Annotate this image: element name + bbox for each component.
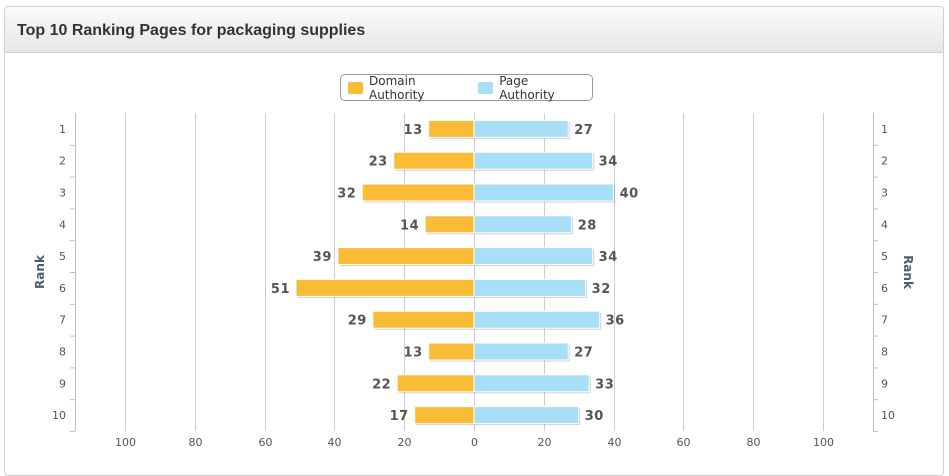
bar-page-authority — [473, 342, 569, 361]
bar-page-authority — [473, 119, 569, 138]
y-tick-label-left: 9 — [59, 377, 66, 390]
data-label: 40 — [620, 187, 639, 202]
bar-domain-authority — [428, 119, 475, 138]
bar-page-authority — [473, 374, 590, 393]
y-tick-label-right: 6 — [881, 282, 888, 295]
legend-label-page-authority: Page Authority — [499, 73, 555, 102]
y-axis-title-left: Rank — [33, 254, 47, 289]
chart-legend: Domain Authority Page Authority — [340, 74, 593, 102]
x-tick-label: 20 — [398, 436, 412, 449]
x-tick-label: 20 — [538, 436, 552, 449]
bar-page-authority — [473, 278, 587, 297]
x-tick-label: 80 — [189, 436, 203, 449]
y-tick-label-right: 5 — [881, 250, 888, 263]
legend-swatch-page-authority — [478, 81, 494, 94]
legend-label-domain-authority: Domain Authority — [368, 73, 425, 102]
data-label: 30 — [585, 409, 604, 424]
y-tick-label-right: 1 — [881, 123, 888, 136]
data-label: 36 — [606, 314, 625, 329]
y-tick-label-left: 6 — [59, 282, 66, 295]
y-tick-label-left: 5 — [59, 250, 66, 263]
y-tick-label-left: 3 — [59, 187, 66, 200]
data-label: 22 — [372, 377, 391, 392]
y-tick-label-left: 4 — [59, 218, 66, 231]
y-tick-label-right: 4 — [881, 218, 888, 231]
data-label: 27 — [574, 346, 593, 361]
bar-domain-authority — [396, 374, 475, 393]
bar-domain-authority — [414, 406, 475, 425]
bar-domain-authority — [393, 151, 475, 170]
x-tick-label: 0 — [471, 436, 478, 449]
data-label: 34 — [599, 155, 618, 170]
data-label: 34 — [599, 250, 618, 265]
bar-domain-authority — [361, 183, 475, 202]
bar-page-authority — [473, 406, 580, 425]
x-tick-label: 100 — [813, 436, 834, 449]
y-tick-label-right: 10 — [881, 409, 895, 422]
panel-header: Top 10 Ranking Pages for packaging suppl… — [5, 7, 943, 53]
bar-page-authority — [473, 215, 573, 234]
data-label: 27 — [574, 123, 593, 138]
x-tick-label: 80 — [747, 436, 761, 449]
data-label: 29 — [348, 314, 367, 329]
bar-page-authority — [473, 310, 601, 329]
data-label: 14 — [400, 218, 419, 233]
data-label: 13 — [404, 346, 423, 361]
y-tick-label-right: 8 — [881, 346, 888, 359]
bar-domain-authority — [428, 342, 475, 361]
bar-domain-authority — [424, 215, 475, 234]
y-tick-label-right: 2 — [881, 155, 888, 168]
y-tick-label-left: 1 — [59, 123, 66, 136]
y-tick-label-left: 8 — [59, 346, 66, 359]
legend-item-domain-authority[interactable]: Domain Authority — [348, 74, 468, 102]
y-tick-label-left: 7 — [59, 314, 66, 327]
bar-page-authority — [473, 183, 615, 202]
data-label: 28 — [578, 218, 597, 233]
y-tick-label-right: 9 — [881, 377, 888, 390]
x-tick-label: 40 — [608, 436, 622, 449]
legend-item-page-authority[interactable]: Page Authority — [478, 74, 582, 102]
bar-page-authority — [473, 151, 594, 170]
data-label: 32 — [592, 282, 611, 297]
x-tick-label: 40 — [328, 436, 342, 449]
x-tick-label: 100 — [115, 436, 136, 449]
y-tick-label-left: 2 — [59, 155, 66, 168]
data-label: 32 — [337, 187, 356, 202]
panel-title: Top 10 Ranking Pages for packaging suppl… — [17, 22, 366, 39]
data-label: 51 — [271, 282, 290, 297]
data-label: 33 — [595, 377, 614, 392]
legend-swatch-domain-authority — [348, 81, 363, 94]
y-tick-label-left: 10 — [52, 409, 66, 422]
bar-page-authority — [473, 247, 594, 266]
bar-domain-authority — [337, 247, 475, 266]
y-tick-label-right: 7 — [881, 314, 888, 327]
data-label: 39 — [313, 250, 332, 265]
data-label: 23 — [369, 155, 388, 170]
data-label: 13 — [404, 123, 423, 138]
x-tick-label: 60 — [259, 436, 273, 449]
bar-domain-authority — [372, 310, 475, 329]
y-axis-title-right: Rank — [901, 255, 915, 290]
y-tick-label-right: 3 — [881, 187, 888, 200]
bar-domain-authority — [295, 278, 475, 297]
data-label: 17 — [390, 409, 409, 424]
x-tick-label: 60 — [677, 436, 691, 449]
